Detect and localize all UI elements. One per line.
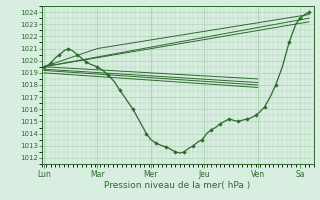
- X-axis label: Pression niveau de la mer( hPa ): Pression niveau de la mer( hPa ): [104, 181, 251, 190]
